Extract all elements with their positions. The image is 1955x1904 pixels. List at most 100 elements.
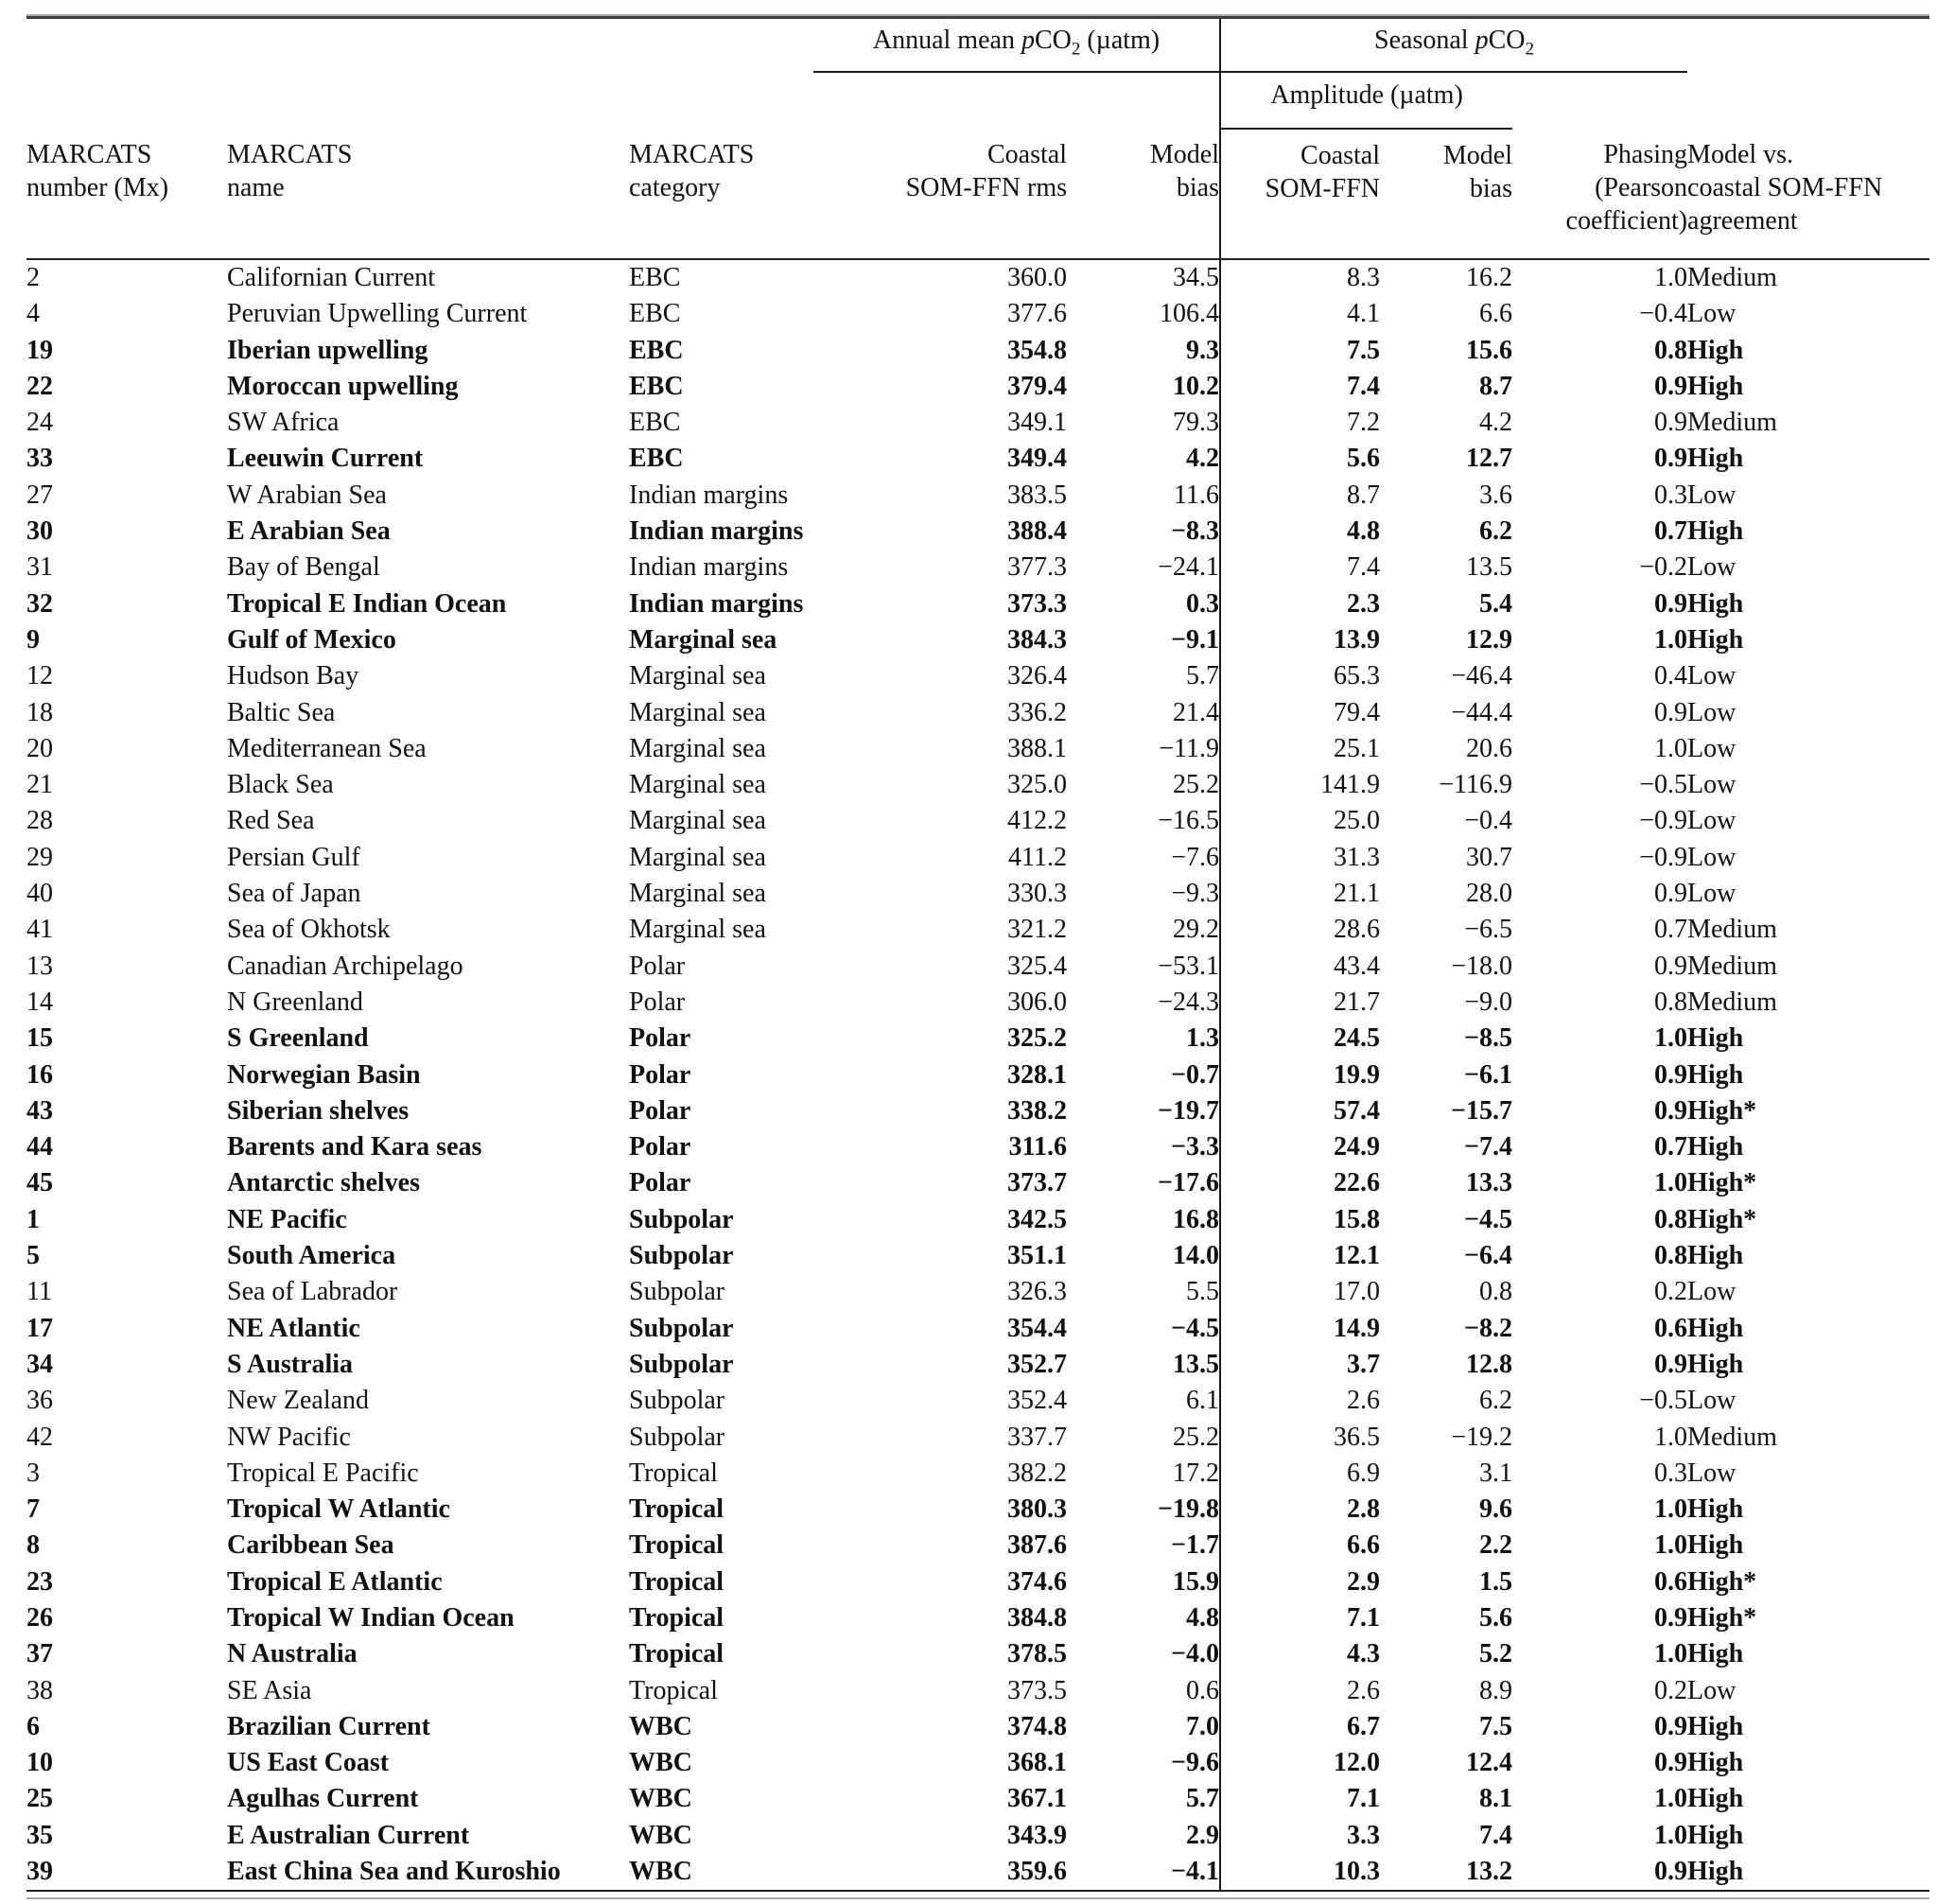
cell-cat: Marginal sea xyxy=(629,879,766,909)
table-row: 28 Red Sea Marginal sea 412.2 −16.5 25.0 −0.4 −… xyxy=(26,803,1929,840)
cell-bias: −24.1 xyxy=(1158,552,1220,583)
cell-cat: Tropical xyxy=(629,1494,724,1525)
cell-amp_bias: 8.9 xyxy=(1479,1675,1513,1705)
cell-phasing: 1.0 xyxy=(1654,1168,1688,1198)
cell-mx: 31 xyxy=(26,552,53,583)
table-row: 19 Iberian upwelling EBC 354.8 9.3 7.5 15.6 0.8… xyxy=(26,332,1929,369)
cell-rms: 373.5 xyxy=(1007,1675,1067,1705)
cell-name: Sea of Labrador xyxy=(227,1277,398,1307)
cell-mx: 15 xyxy=(26,1023,53,1054)
cell-amp: 65.3 xyxy=(1219,658,1381,695)
table-row: 20 Mediterranean Sea Marginal sea 388.1 −11.… xyxy=(26,730,1929,768)
cell-rms: 360.0 xyxy=(1007,263,1067,292)
cell-cat: Polar xyxy=(629,1059,691,1090)
cell-name: Tropical W Indian Ocean xyxy=(227,1602,515,1633)
cell-mx: 5 xyxy=(26,1241,40,1271)
cell-name: Leeuwin Current xyxy=(227,444,424,474)
cell-bias: 17.2 xyxy=(1173,1458,1220,1488)
cell-amp_bias: 28.0 xyxy=(1466,879,1513,909)
cell-agreement: High* xyxy=(1687,1204,1757,1234)
table-row: 41 Sea of Okhotsk Marginal sea 321.2 29.2 28.… xyxy=(26,912,1929,949)
cell-amp: 2.9 xyxy=(1219,1563,1381,1600)
table-row: 3 Tropical E Pacific Tropical 382.2 17.2 6.9 3… xyxy=(26,1455,1929,1493)
group-header-seasonal-pco2: Seasonal pCO2 xyxy=(1219,19,1688,73)
cell-amp_bias: 13.5 xyxy=(1466,552,1513,583)
table-row: 9 Gulf of Mexico Marginal sea 384.3 −9.1 13.9… xyxy=(26,621,1929,659)
cell-mx: 40 xyxy=(26,879,53,909)
cell-mx: 16 xyxy=(26,1059,53,1090)
cell-bias: 13.5 xyxy=(1173,1349,1220,1379)
cell-cat: Marginal sea xyxy=(629,733,766,763)
cell-amp: 19.9 xyxy=(1219,1057,1381,1093)
cell-mx: 18 xyxy=(26,697,53,727)
cell-agreement: High xyxy=(1687,516,1744,547)
cell-bias: −19.8 xyxy=(1158,1494,1220,1525)
cell-phasing: 0.6 xyxy=(1654,1313,1688,1343)
cell-bias: −3.3 xyxy=(1171,1132,1220,1162)
cell-name: Brazilian Current xyxy=(227,1711,430,1741)
cell-name: E Arabian Sea xyxy=(227,516,391,547)
cell-amp: 10.3 xyxy=(1219,1854,1381,1893)
cell-name: SE Asia xyxy=(227,1675,312,1705)
cell-amp_bias: 6.2 xyxy=(1479,516,1513,547)
table-body: 2 Californian Current EBC 360.0 34.5 8.3 16.2 1… xyxy=(26,259,1930,1893)
cell-cat: Tropical xyxy=(629,1675,718,1705)
cell-name: Moroccan upwelling xyxy=(227,371,459,401)
cell-name: Caribbean Sea xyxy=(227,1530,394,1561)
cell-mx: 3 xyxy=(26,1458,40,1488)
cell-amp_bias: 20.6 xyxy=(1466,733,1513,763)
cell-name: US East Coast xyxy=(227,1748,390,1778)
cell-rms: 377.3 xyxy=(1007,552,1067,583)
cell-rms: 326.3 xyxy=(1007,1277,1067,1307)
cell-phasing: 0.2 xyxy=(1654,1675,1688,1705)
cell-amp: 13.9 xyxy=(1219,621,1381,659)
table-row: 11 Sea of Labrador Subpolar 326.3 5.5 17.0 0.8… xyxy=(26,1274,1929,1311)
cell-mx: 23 xyxy=(26,1566,53,1597)
cell-name: Antarctic shelves xyxy=(227,1168,420,1198)
cell-bias: −53.1 xyxy=(1158,951,1220,981)
cell-phasing: −0.2 xyxy=(1639,552,1688,583)
cell-cat: Subpolar xyxy=(629,1386,725,1416)
cell-phasing: 0.9 xyxy=(1512,1854,1688,1893)
col-header-agreement: Model vs. coastal SOM-FFN agreement xyxy=(1687,129,1930,260)
cell-amp_bias: 15.6 xyxy=(1466,335,1513,365)
cell-cat: WBC xyxy=(629,1711,692,1741)
column-header-row: MARCATS number (Mx) MARCATS name MARCATS cate… xyxy=(26,129,1930,260)
cell-bias: −17.6 xyxy=(1158,1168,1220,1198)
cell-amp: 3.7 xyxy=(1219,1346,1381,1384)
cell-amp_bias: −8.5 xyxy=(1464,1023,1513,1054)
cell-bias: −7.6 xyxy=(1171,842,1220,872)
cell-phasing: −0.5 xyxy=(1639,1386,1688,1416)
cell-rms: 388.1 xyxy=(1007,733,1067,763)
cell-name: Tropical E Atlantic xyxy=(227,1566,443,1597)
cell-amp_bias: 0.8 xyxy=(1479,1277,1513,1307)
table-row: 29 Persian Gulf Marginal sea 411.2 −7.6 31.3 3… xyxy=(26,839,1929,877)
cell-amp_bias: −46.4 xyxy=(1451,661,1513,691)
cell-amp_bias: 5.6 xyxy=(1479,1602,1513,1633)
cell-phasing: 1.0 xyxy=(1654,1422,1688,1452)
cell-name: N Greenland xyxy=(227,987,363,1017)
cell-amp: 3.3 xyxy=(1219,1817,1381,1855)
table-row: 34 S Australia Subpolar 352.7 13.5 3.7 12.8 0.9… xyxy=(26,1346,1929,1384)
cell-name: Barents and Kara seas xyxy=(227,1132,482,1162)
cell-name: Bay of Bengal xyxy=(227,552,380,583)
cell-amp: 12.1 xyxy=(1219,1238,1381,1275)
cell-rms: 343.9 xyxy=(1007,1820,1067,1850)
table-row: 36 New Zealand Subpolar 352.4 6.1 2.6 6.2 −0.5 L… xyxy=(26,1383,1929,1420)
cell-rms: 338.2 xyxy=(1007,1095,1067,1126)
cell-rms: 377.6 xyxy=(1007,299,1067,329)
cell-agreement: High xyxy=(1687,335,1744,365)
table-top-rule-light xyxy=(26,14,1929,16)
cell-rms: 379.4 xyxy=(1007,371,1067,401)
cell-amp: 15.8 xyxy=(1219,1201,1381,1239)
cell-mx: 4 xyxy=(26,299,40,329)
cell-mx: 28 xyxy=(26,806,53,836)
cell-name: Black Sea xyxy=(227,770,334,800)
cell-bias: 29.2 xyxy=(1173,915,1220,945)
table-row: 43 Siberian shelves Polar 338.2 −19.7 57.4 −15… xyxy=(26,1092,1929,1130)
cell-amp: 22.6 xyxy=(1219,1165,1381,1202)
cell-amp_bias: −0.4 xyxy=(1464,806,1513,836)
cell-name: W Arabian Sea xyxy=(227,480,387,510)
cell-name: Hudson Bay xyxy=(227,661,359,691)
cell-mx: 35 xyxy=(26,1820,53,1850)
